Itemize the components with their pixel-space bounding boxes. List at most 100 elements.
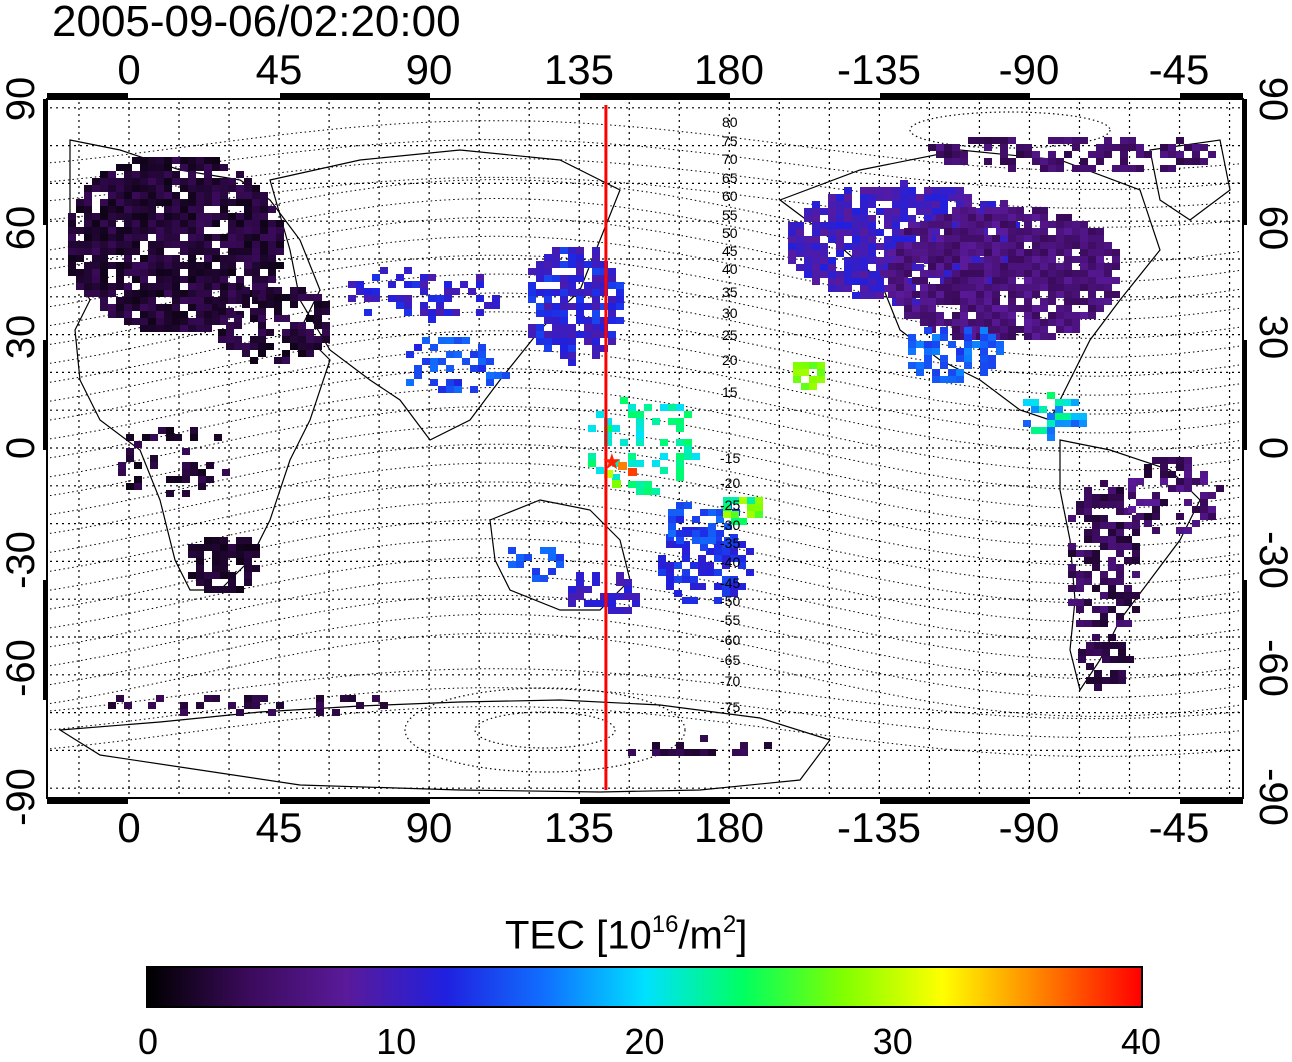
tec-cell [708, 537, 716, 544]
tec-cell [1084, 557, 1092, 564]
tec-cell [684, 453, 692, 460]
tec-cell [860, 271, 868, 278]
tec-cell [172, 206, 180, 213]
tec-cell [180, 702, 188, 709]
tec-cell [454, 351, 462, 358]
tec-cell [156, 255, 164, 262]
tec-cell [164, 262, 172, 269]
tec-cell [100, 199, 108, 206]
tec-cell [1128, 492, 1136, 499]
tec-cell [660, 749, 668, 756]
tec-cell [658, 555, 666, 562]
tec-cell [148, 269, 156, 276]
tec-cell [868, 201, 876, 208]
colorbar-tick-label: 20 [624, 1021, 665, 1062]
tec-cell [1136, 513, 1144, 520]
tec-cell [908, 341, 916, 348]
tec-cell [290, 294, 298, 301]
tec-cell [180, 185, 188, 192]
tec-cell [258, 336, 266, 343]
tec-cell [76, 227, 84, 234]
tec-cell [552, 317, 560, 324]
tec-cell [134, 483, 142, 490]
tec-cell [430, 358, 438, 365]
tec-cell [196, 269, 204, 276]
tec-cell [1100, 536, 1108, 543]
tec-cell [1056, 228, 1064, 235]
tec-cell [1024, 263, 1032, 270]
tec-cell [746, 569, 754, 576]
axis-bar-top [880, 93, 1030, 99]
tec-cell [220, 269, 228, 276]
tec-cell [92, 241, 100, 248]
tec-cell [116, 199, 124, 206]
tec-cell [142, 434, 150, 441]
tec-cell [828, 215, 836, 222]
tec-cell [84, 283, 92, 290]
tec-cell [920, 242, 928, 249]
tec-map: 8075706560555045403530252015-15-20-25-30… [0, 46, 1292, 851]
tec-cell [1048, 270, 1056, 277]
tec-cell [960, 291, 968, 298]
tec-cell [584, 261, 592, 268]
tec-cell [1076, 599, 1084, 606]
tec-cell [1192, 478, 1200, 485]
tec-cell [438, 337, 446, 344]
tec-cell [544, 317, 552, 324]
tec-cell [976, 319, 984, 326]
tec-cell [684, 411, 692, 418]
tec-cell [164, 227, 172, 234]
tec-cell [608, 338, 616, 345]
tec-cell [1008, 284, 1016, 291]
tec-cell [576, 303, 584, 310]
contour-labels: 8075706560555045403530252015-15-20-25-30… [720, 114, 740, 715]
tec-cell [552, 275, 560, 282]
tec-cell [68, 248, 76, 255]
tec-cell [198, 476, 206, 483]
tec-cell [548, 547, 556, 554]
colorbar-title: TEC [1016/m2] [505, 911, 748, 958]
tec-cell [108, 220, 116, 227]
tec-cell [116, 192, 124, 199]
tec-cell [1168, 471, 1176, 478]
tec-cell [804, 264, 812, 271]
tec-cell [172, 318, 180, 325]
tec-cell [218, 308, 226, 315]
tec-cell [226, 329, 234, 336]
tec-cell [148, 248, 156, 255]
tec-cell [844, 278, 852, 285]
tec-cell [708, 530, 716, 537]
tec-cell [140, 283, 148, 290]
tec-cell [860, 278, 868, 285]
tec-cell [84, 213, 92, 220]
tec-cell [896, 277, 904, 284]
tec-cell [636, 460, 644, 467]
tec-cell [928, 256, 936, 263]
tec-cell [108, 227, 116, 234]
tec-cell [1076, 606, 1084, 613]
tec-cell [252, 269, 260, 276]
tec-cell [804, 236, 812, 243]
tec-cell [1080, 228, 1088, 235]
tec-cell [140, 227, 148, 234]
tec-cell [140, 325, 148, 332]
axis-bar-right [1243, 580, 1247, 700]
tec-cell [731, 511, 739, 518]
axis-bar-top [580, 93, 730, 99]
tec-cell [1152, 513, 1160, 520]
tec-cell [1136, 144, 1144, 151]
tec-cell [1116, 501, 1124, 508]
tec-cell [668, 749, 676, 756]
tec-cell [924, 327, 932, 334]
tec-cell [1064, 326, 1072, 333]
tec-cell [396, 274, 404, 281]
tec-cell [1124, 592, 1132, 599]
tec-cell [406, 351, 414, 358]
bottom-lon-label: 0 [117, 804, 140, 851]
tec-cell [282, 329, 290, 336]
tec-cell [1200, 492, 1208, 499]
tec-cell [204, 283, 212, 290]
tec-cell [124, 227, 132, 234]
tec-cell [1080, 312, 1088, 319]
tec-cell [924, 355, 932, 362]
